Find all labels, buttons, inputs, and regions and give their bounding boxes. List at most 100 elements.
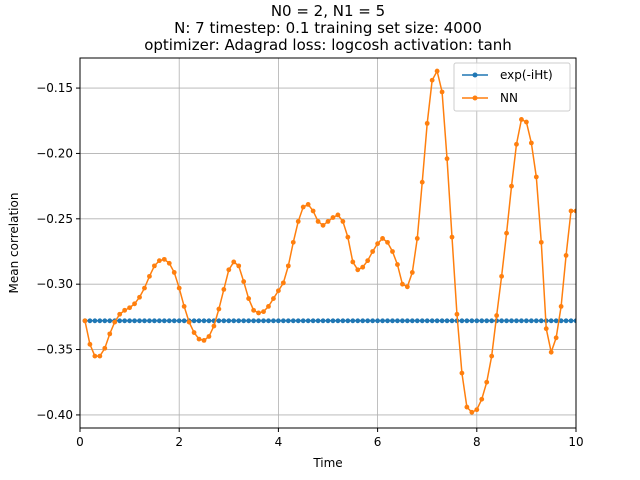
series-exp-point: [335, 318, 341, 324]
series-nn-point: [161, 256, 167, 262]
series-exp-point: [489, 318, 495, 324]
series-nn-point: [261, 309, 266, 315]
x-tick-label: 2: [175, 435, 183, 449]
series-exp-point: [479, 318, 485, 324]
y-axis-label: Mean correlation: [7, 193, 21, 294]
x-tick-label: 10: [568, 435, 583, 449]
series-exp-point: [201, 318, 207, 324]
legend-marker-nn: [472, 95, 478, 101]
series-exp-point: [464, 318, 470, 324]
series-exp-point: [236, 318, 242, 324]
series-exp-point: [152, 318, 157, 324]
chart-title: N0 = 2, N1 = 5 N: 7 timestep: 0.1 traini…: [144, 2, 512, 54]
series-exp-point: [246, 318, 252, 324]
series-nn-point: [310, 208, 316, 214]
series-exp-point: [434, 318, 440, 324]
legend: exp(-iHt) NN: [453, 62, 571, 112]
x-axis-label: Time: [312, 456, 342, 470]
series-nn-point: [271, 296, 276, 301]
series-exp-point: [276, 318, 281, 324]
series-exp-point: [563, 318, 569, 324]
series-nn-point: [221, 287, 227, 292]
series-nn-point: [226, 267, 232, 273]
series-exp-point: [548, 318, 554, 324]
series-exp-point: [142, 318, 147, 324]
series-nn-point: [191, 330, 197, 335]
series-nn-point: [176, 285, 182, 291]
series-exp-point: [295, 318, 301, 324]
series-exp-point: [271, 318, 276, 324]
series-exp-point: [573, 318, 576, 324]
series-nn-point: [528, 140, 534, 146]
series-nn-point: [429, 77, 435, 83]
series-exp-point: [251, 318, 256, 324]
series-exp-point: [509, 318, 514, 324]
series-nn-point: [409, 270, 415, 275]
series-nn-point: [568, 208, 574, 214]
series-exp-point: [469, 318, 475, 324]
series-nn-point: [300, 204, 306, 210]
series-nn-point: [246, 296, 252, 301]
series-nn-point: [489, 353, 495, 359]
series-nn-point: [166, 260, 172, 266]
series-exp-point: [117, 318, 123, 324]
series-nn-point: [186, 319, 192, 325]
series-nn-point: [315, 219, 321, 224]
series-nn-point: [484, 379, 490, 385]
series-exp-point: [137, 318, 142, 324]
series-exp-point: [390, 318, 395, 324]
series-nn-point: [211, 323, 217, 329]
series-nn-point: [285, 263, 291, 269]
series-exp-point: [166, 318, 172, 324]
series-nn-point: [142, 285, 147, 291]
series-exp-point: [92, 318, 98, 324]
series-nn-point: [147, 273, 152, 279]
series-exp-point: [370, 318, 376, 324]
series-nn-point: [290, 239, 296, 245]
legend-label-exp: exp(-iHt): [500, 68, 553, 82]
series-nn-point: [266, 304, 271, 309]
series-exp-point: [519, 318, 524, 324]
series-exp-point: [310, 318, 316, 324]
series-nn-point: [330, 215, 336, 220]
series-exp-point: [315, 318, 321, 324]
series-exp-point: [424, 318, 430, 324]
series-nn-point: [201, 338, 207, 343]
series-nn-point: [519, 117, 524, 122]
series-exp-point: [156, 318, 162, 324]
series-nn-point: [305, 202, 311, 207]
series-nn-point: [231, 259, 237, 265]
series-nn-point: [434, 68, 440, 74]
series-nn-point: [419, 179, 425, 185]
plot-frame: [79, 57, 577, 429]
series-exp-point: [147, 318, 152, 324]
series-nn-point: [514, 141, 519, 147]
series-nn-point: [370, 249, 376, 254]
series-nn-point: [216, 306, 222, 312]
series-nn-line: [84, 68, 576, 414]
title-line-2: N: 7 timestep: 0.1 training set size: 40…: [174, 19, 482, 37]
series-exp-point: [459, 318, 465, 324]
series-exp-point: [231, 318, 237, 324]
series-nn-point: [171, 270, 177, 275]
series-nn-point: [479, 396, 485, 402]
series-nn-point: [375, 241, 380, 247]
series-exp-point: [345, 318, 351, 324]
series-nn-point: [112, 319, 118, 325]
series-exp-point: [449, 318, 455, 324]
series-nn-point: [573, 208, 576, 214]
series-nn-point: [355, 267, 361, 273]
series-nn-point: [181, 304, 187, 309]
x-tick-label: 6: [374, 435, 382, 449]
series-nn-point: [320, 222, 326, 228]
series-exp-point: [285, 318, 291, 324]
series-exp-point: [439, 318, 445, 324]
series-exp-point: [290, 318, 296, 324]
series-exp-point: [365, 318, 371, 324]
series-exp-point: [395, 318, 400, 324]
series-exp-point: [524, 318, 529, 324]
series-exp-point: [350, 318, 356, 324]
series-nn-point: [132, 301, 137, 307]
series-exp-point: [409, 318, 415, 324]
series-nn-point: [543, 326, 549, 332]
